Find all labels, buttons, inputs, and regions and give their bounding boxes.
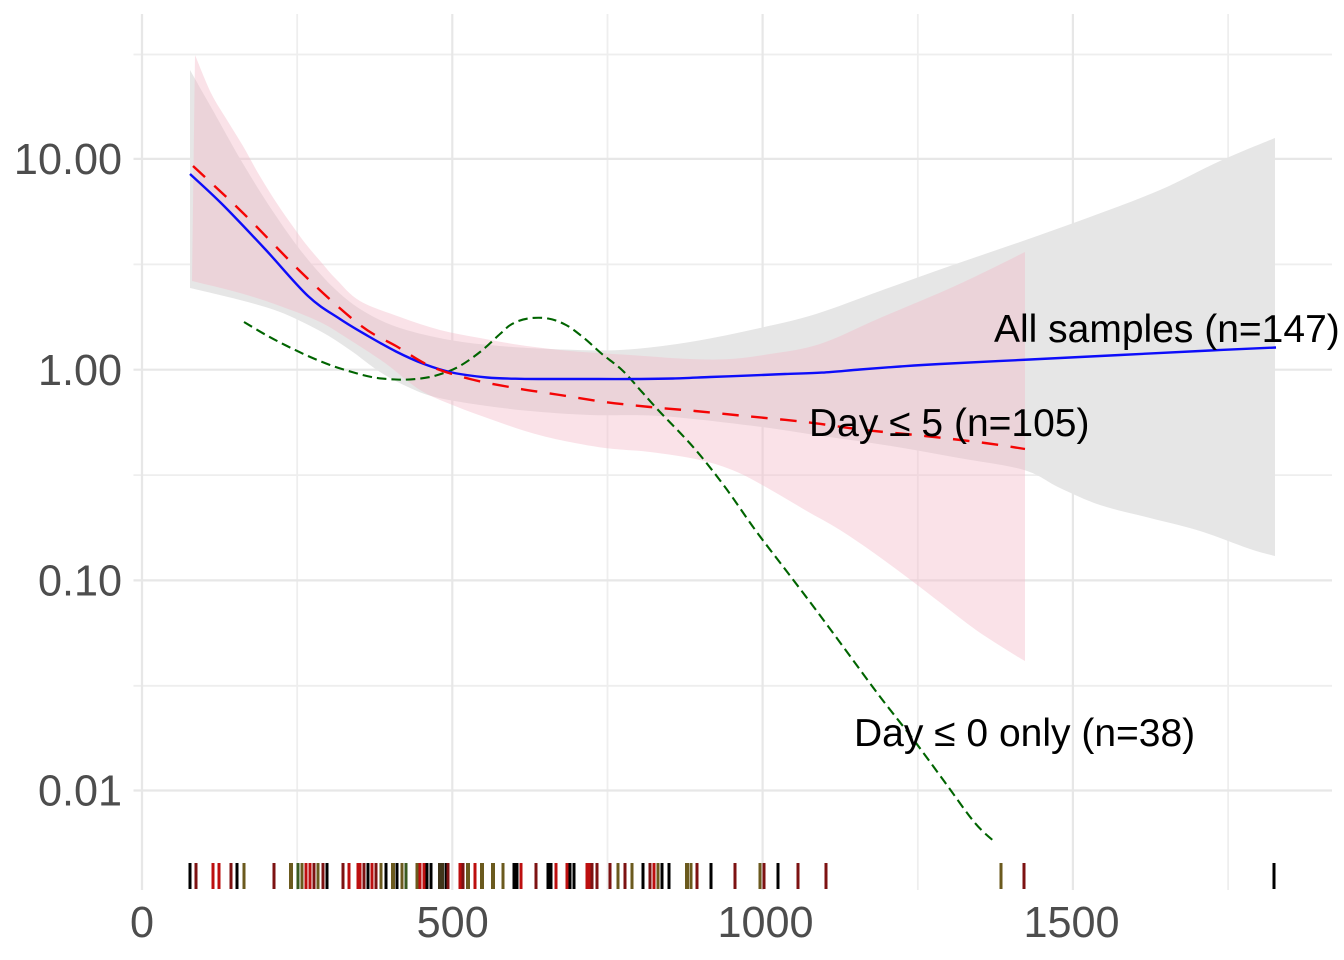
svg-text:1.00: 1.00 (38, 347, 122, 395)
svg-text:0: 0 (130, 899, 154, 947)
svg-text:All samples (n=147): All samples (n=147) (994, 308, 1340, 351)
svg-text:Day ≤ 5 (n=105): Day ≤ 5 (n=105) (809, 402, 1089, 445)
svg-text:0.10: 0.10 (38, 558, 122, 606)
svg-text:10.00: 10.00 (14, 136, 122, 184)
svg-text:1500: 1500 (1023, 899, 1119, 947)
svg-text:Day ≤ 0 only (n=38): Day ≤ 0 only (n=38) (854, 712, 1195, 755)
svg-text:0.01: 0.01 (38, 768, 122, 816)
svg-text:1000: 1000 (717, 899, 813, 947)
svg-text:500: 500 (417, 899, 489, 947)
